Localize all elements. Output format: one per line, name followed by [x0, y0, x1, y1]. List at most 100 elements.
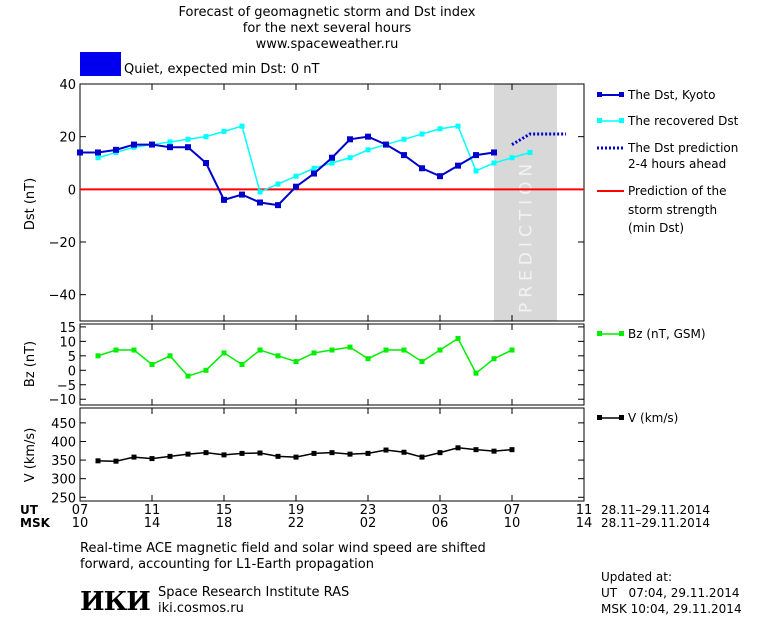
v-point	[257, 450, 263, 456]
bz-point	[149, 362, 155, 367]
dst-kyoto-point	[293, 183, 299, 190]
dst-kyoto-point	[419, 165, 425, 172]
v-point	[365, 450, 371, 456]
msk-tick-label: 06	[432, 516, 449, 531]
y-tick-label: 5	[68, 350, 76, 365]
legend-dst-prediction-label-1: The Dst prediction	[627, 141, 738, 155]
v-point	[473, 447, 479, 453]
legend-v-label: V (km/s)	[628, 411, 678, 425]
dst-recovered-point	[509, 155, 515, 161]
v-point	[167, 453, 173, 459]
dst-recovered-point	[311, 165, 317, 171]
ut-date-range: 28.11–29.11.2014	[601, 503, 710, 517]
prediction-label: PREDICTION	[517, 159, 537, 313]
dst-recovered-point	[455, 123, 461, 129]
dst-recovered-point	[167, 139, 173, 145]
dst-kyoto-point	[113, 146, 119, 153]
dst-kyoto-point	[437, 173, 443, 180]
dst-recovered-line	[97, 125, 531, 194]
updated-msk: MSK 10:04, 29.11.2014	[601, 602, 742, 616]
v-point	[419, 454, 425, 460]
v-y-axis: 250 300 350 400 450	[51, 417, 584, 506]
v-point	[221, 452, 227, 458]
dst-recovered-point	[419, 131, 425, 137]
dst-kyoto-point	[257, 199, 263, 206]
msk-tick-label: 18	[216, 516, 233, 531]
msk-tick-label: 10	[504, 516, 521, 531]
chart-title-url[interactable]: www.spaceweather.ru	[255, 37, 399, 52]
v-point	[437, 450, 443, 456]
bz-point	[113, 347, 119, 353]
msk-tick-label: 22	[288, 516, 305, 531]
status-color-box	[80, 52, 121, 76]
bz-point	[383, 347, 389, 353]
msk-tick-label: 10	[72, 516, 89, 531]
v-point	[239, 450, 245, 456]
dst-recovered-point	[527, 149, 533, 155]
y-tick-label: 0	[68, 183, 76, 198]
institute-website[interactable]: iki.cosmos.ru	[158, 601, 244, 616]
bz-point	[401, 347, 407, 353]
legend-dst-prediction-label-2: 2-4 hours ahead	[628, 157, 726, 171]
bz-point	[95, 353, 101, 359]
v-point	[509, 447, 515, 453]
prediction-region	[494, 84, 557, 321]
chart-title-line1: Forecast of geomagnetic storm and Dst in…	[178, 5, 476, 20]
dst-recovered-point	[185, 136, 191, 142]
dst-kyoto-point	[275, 202, 281, 209]
msk-date-range: 28.11–29.11.2014	[601, 516, 710, 530]
dst-recovered-point	[365, 147, 371, 153]
v-line	[97, 447, 513, 462]
dst-recovered-point	[329, 160, 335, 166]
v-x-axis	[79, 408, 585, 501]
bz-point	[491, 356, 497, 362]
bz-point	[221, 350, 227, 356]
updated-label: Updated at:	[601, 570, 672, 584]
legend-dst-recovered-label: The recovered Dst	[627, 114, 739, 128]
dst-kyoto-point	[401, 152, 407, 159]
dst-recovered-point	[491, 160, 497, 166]
legend-bz-label: Bz (nT, GSM)	[628, 327, 706, 341]
bz-y-axis-label: Bz (nT)	[23, 341, 38, 387]
chart-title-line2: for the next several hours	[242, 21, 412, 36]
v-panel: 250 300 350 400 450	[51, 407, 585, 506]
legend-item-dst-kyoto: The Dst, Kyoto	[597, 88, 715, 102]
status-text: Quiet, expected min Dst: 0 nT	[124, 62, 320, 77]
iki-logo: ИКИ	[80, 587, 151, 617]
bz-point	[239, 362, 245, 367]
v-panel-frame	[79, 407, 585, 502]
bz-panel-frame	[79, 323, 585, 406]
legend-item-dst-recovered: The recovered Dst	[597, 114, 739, 128]
bz-point	[293, 359, 299, 365]
ut-tick-label: 07	[504, 503, 521, 518]
dst-recovered-point	[95, 155, 101, 161]
dst-kyoto-point	[185, 144, 191, 151]
dst-panel: PREDICTION −40 −20 0 20 40	[49, 78, 585, 322]
bz-point	[257, 347, 263, 353]
bz-point	[203, 367, 209, 373]
dst-x-axis	[79, 84, 585, 321]
ut-label: UT	[20, 503, 39, 517]
dst-kyoto-point	[347, 136, 353, 143]
legend-item-bz: Bz (nT, GSM)	[597, 327, 706, 341]
bz-point	[185, 373, 191, 379]
dst-recovered-point	[221, 128, 227, 134]
ut-tick-label: 11	[144, 503, 161, 518]
dst-recovered-point	[275, 181, 281, 187]
y-tick-label: −5	[57, 379, 76, 394]
dst-kyoto-point	[95, 149, 101, 156]
ut-tick-label: 07	[72, 503, 89, 518]
bz-x-axis	[79, 324, 585, 405]
v-point	[491, 448, 497, 454]
bz-point	[419, 359, 425, 365]
dst-kyoto-point	[149, 141, 155, 148]
dst-kyoto-point	[473, 152, 479, 159]
v-point	[401, 449, 407, 455]
dst-recovered-point	[203, 134, 209, 140]
y-tick-label: 250	[51, 491, 76, 506]
dst-y-axis-label: Dst (nT)	[23, 178, 38, 230]
y-tick-label: −20	[49, 236, 76, 251]
dst-kyoto-point	[167, 144, 173, 151]
